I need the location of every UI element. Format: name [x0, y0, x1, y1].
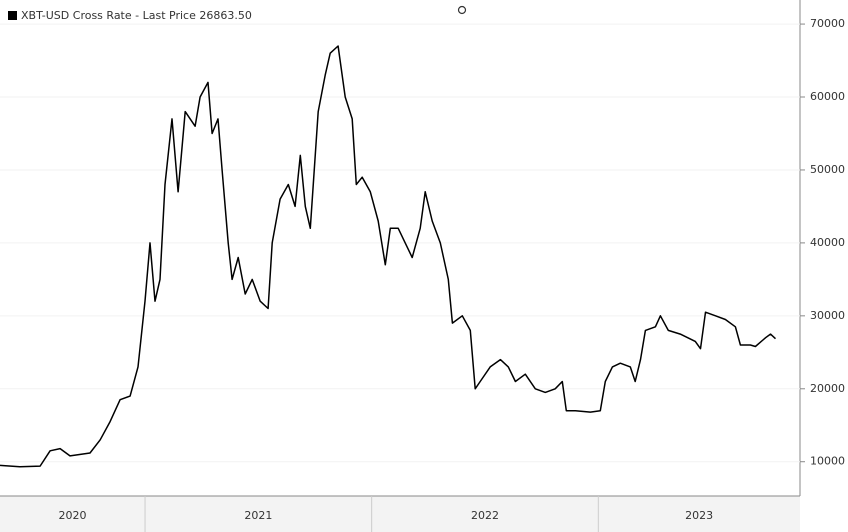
y-tick-label: 20000 [810, 382, 845, 395]
y-tick-label: 70000 [810, 17, 845, 30]
y-tick-label: 10000 [810, 455, 845, 468]
x-axis-band [0, 496, 800, 532]
chart-title: XBT-USD Cross Rate - Last Price 26863.50 [21, 9, 252, 22]
x-tick-label: 2023 [685, 509, 713, 522]
marker-icon [457, 5, 467, 15]
legend-swatch [8, 11, 17, 20]
x-tick-label: 2022 [471, 509, 499, 522]
x-tick-label: 2020 [59, 509, 87, 522]
y-tick-label: 60000 [810, 90, 845, 103]
x-tick-label: 2021 [244, 509, 272, 522]
price-line [0, 45, 777, 468]
y-tick-label: 30000 [810, 309, 845, 322]
y-tick-label: 50000 [810, 163, 845, 176]
y-tick-label: 40000 [810, 236, 845, 249]
